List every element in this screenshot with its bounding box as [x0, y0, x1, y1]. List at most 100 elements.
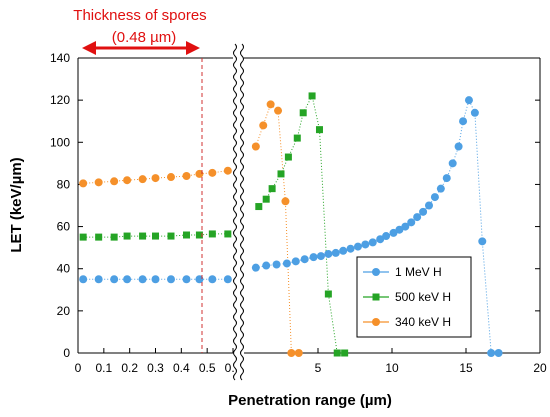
data-point-340-kev-h: [287, 349, 296, 357]
data-point-1-mev-h: [395, 225, 404, 234]
x-tick-label: 0.5: [199, 361, 216, 375]
legend-marker: [372, 318, 380, 326]
data-point-340-kev-h: [294, 349, 303, 357]
data-point-1-mev-h: [376, 235, 385, 244]
data-point-1-mev-h: [454, 142, 463, 151]
series-points: [79, 92, 503, 357]
data-point-340-kev-h: [259, 121, 268, 130]
data-point-1-mev-h: [208, 275, 217, 284]
legend-marker: [372, 293, 380, 301]
data-point-340-kev-h: [195, 169, 204, 178]
data-point-340-kev-h: [110, 177, 119, 186]
x-tick-label: 0.1: [95, 361, 112, 375]
data-point-500-kev-h: [95, 233, 103, 241]
data-point-1-mev-h: [138, 275, 147, 284]
data-point-500-kev-h: [308, 92, 316, 100]
data-point-1-mev-h: [419, 207, 428, 216]
data-point-1-mev-h: [442, 174, 451, 183]
data-point-1-mev-h: [291, 257, 300, 266]
data-point-500-kev-h: [262, 195, 270, 203]
data-point-1-mev-h: [223, 275, 232, 284]
x-tick-labels: 0 0.1 0.2 0.3 0.4 0.5 0.6 5 10 15 20: [75, 361, 547, 375]
data-point-500-kev-h: [195, 231, 203, 239]
axis-break: [233, 40, 244, 381]
data-point-500-kev-h: [284, 153, 292, 161]
data-point-500-kev-h: [333, 349, 341, 357]
x-tick-label: 10: [385, 361, 399, 375]
data-point-1-mev-h: [382, 232, 391, 241]
data-point-1-mev-h: [478, 237, 487, 246]
data-point-1-mev-h: [79, 275, 88, 284]
legend-label: 500 keV H: [395, 290, 451, 304]
data-point-500-kev-h: [324, 290, 332, 298]
data-point-1-mev-h: [413, 213, 422, 222]
data-point-500-kev-h: [293, 134, 301, 142]
data-point-500-kev-h: [255, 203, 263, 211]
data-point-340-kev-h: [274, 106, 283, 115]
data-point-1-mev-h: [324, 249, 333, 258]
data-point-1-mev-h: [464, 96, 473, 105]
data-point-1-mev-h: [368, 238, 377, 247]
data-point-500-kev-h: [139, 232, 147, 240]
series-line-right-500-kev-h: [258, 94, 345, 354]
y-tick-label: 140: [50, 51, 70, 65]
data-point-340-kev-h: [281, 197, 290, 206]
data-point-1-mev-h: [430, 193, 439, 202]
data-point-500-kev-h: [110, 233, 118, 241]
data-point-1-mev-h: [316, 252, 325, 261]
data-point-1-mev-h: [425, 201, 433, 210]
y-tick-label: 120: [50, 93, 70, 107]
data-point-340-kev-h: [138, 175, 147, 184]
arrow-head-left: [82, 41, 96, 55]
data-point-1-mev-h: [361, 240, 370, 249]
legend: 1 MeV H 500 keV H 340 keV H: [356, 256, 472, 338]
y-tick-label: 0: [63, 346, 70, 360]
x-tick-label: 0.2: [121, 361, 138, 375]
data-point-1-mev-h: [123, 275, 132, 284]
y-tick-label: 80: [57, 177, 71, 191]
data-point-500-kev-h: [208, 230, 216, 238]
data-point-1-mev-h: [346, 244, 355, 253]
data-point-340-kev-h: [123, 176, 132, 185]
data-point-340-kev-h: [94, 178, 103, 187]
axis-break-line-left: [233, 43, 237, 381]
annotation-line-2: (0.48 µm): [112, 29, 177, 46]
data-point-1-mev-h: [151, 275, 160, 284]
data-point-1-mev-h: [167, 275, 175, 284]
data-point-500-kev-h: [268, 185, 276, 193]
data-point-500-kev-h: [167, 232, 175, 240]
data-point-500-kev-h: [341, 349, 349, 357]
data-point-500-kev-h: [315, 126, 323, 134]
annotation-line-1: Thickness of spores: [73, 7, 206, 24]
data-point-1-mev-h: [262, 261, 271, 270]
data-point-340-kev-h: [208, 168, 217, 177]
data-point-1-mev-h: [407, 218, 416, 227]
legend-label: 340 keV H: [395, 315, 451, 329]
data-point-500-kev-h: [277, 170, 285, 178]
data-point-500-kev-h: [79, 233, 87, 241]
data-point-340-kev-h: [167, 173, 175, 182]
x-tick-label: 0.4: [173, 361, 190, 375]
arrow-head-right: [186, 41, 200, 55]
data-point-1-mev-h: [110, 275, 119, 284]
data-point-1-mev-h: [353, 242, 362, 251]
data-point-1-mev-h: [272, 260, 281, 269]
x-tick-label: 0.3: [147, 361, 164, 375]
data-point-1-mev-h: [339, 246, 348, 255]
x-tick-label: 15: [459, 361, 473, 375]
data-point-1-mev-h: [487, 349, 496, 357]
data-point-1-mev-h: [251, 263, 260, 272]
series-line-right-340-kev-h: [255, 103, 299, 354]
y-tick-label: 40: [57, 262, 71, 276]
y-axis-title: LET (keV/µm): [8, 157, 25, 252]
y-tick-label: 100: [50, 135, 70, 149]
axis-break-gap: [234, 40, 243, 380]
data-point-340-kev-h: [223, 166, 232, 175]
data-point-340-kev-h: [182, 172, 191, 180]
x-tick-label: 20: [533, 361, 547, 375]
data-point-500-kev-h: [183, 231, 190, 239]
data-point-1-mev-h: [470, 108, 479, 117]
data-point-1-mev-h: [182, 275, 191, 284]
data-point-500-kev-h: [224, 230, 232, 238]
data-point-1-mev-h: [494, 349, 503, 357]
